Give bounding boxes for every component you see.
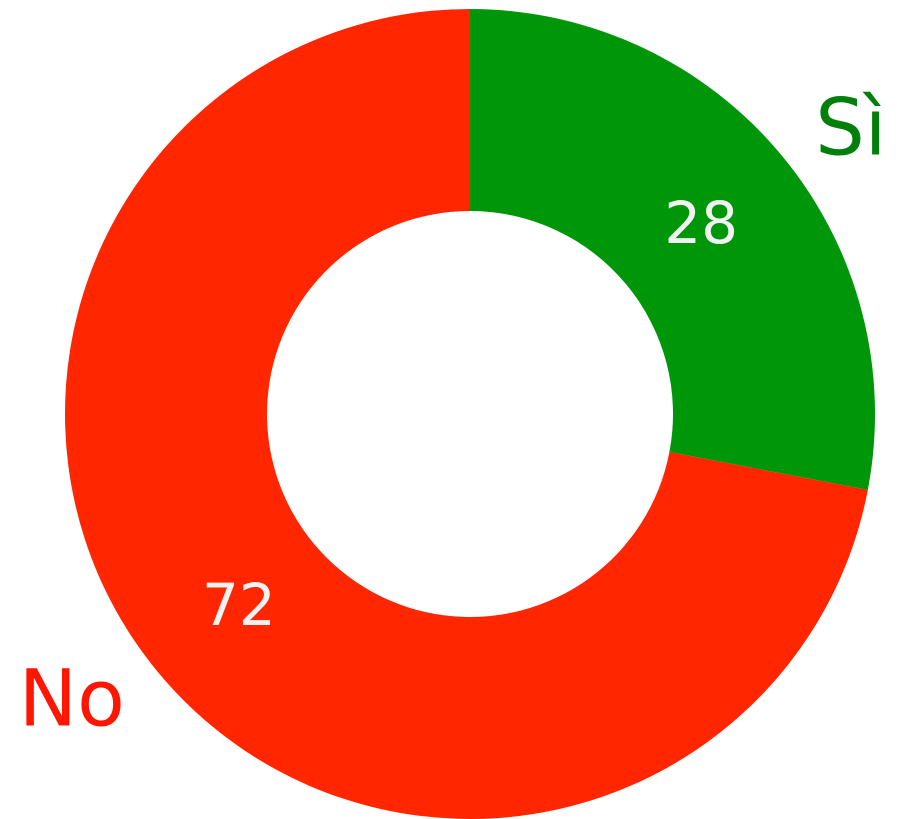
donut-slices	[65, 9, 875, 819]
slice-label-no: No	[19, 655, 125, 745]
slice-category-labels: Sì No	[19, 83, 887, 744]
slice-label-si: Sì	[815, 83, 886, 173]
slice-si	[470, 9, 875, 490]
slice-value-no: 72	[202, 571, 276, 639]
slice-value-labels: 28 72	[202, 189, 738, 639]
slice-no	[65, 9, 868, 819]
slice-value-si: 28	[664, 189, 738, 257]
